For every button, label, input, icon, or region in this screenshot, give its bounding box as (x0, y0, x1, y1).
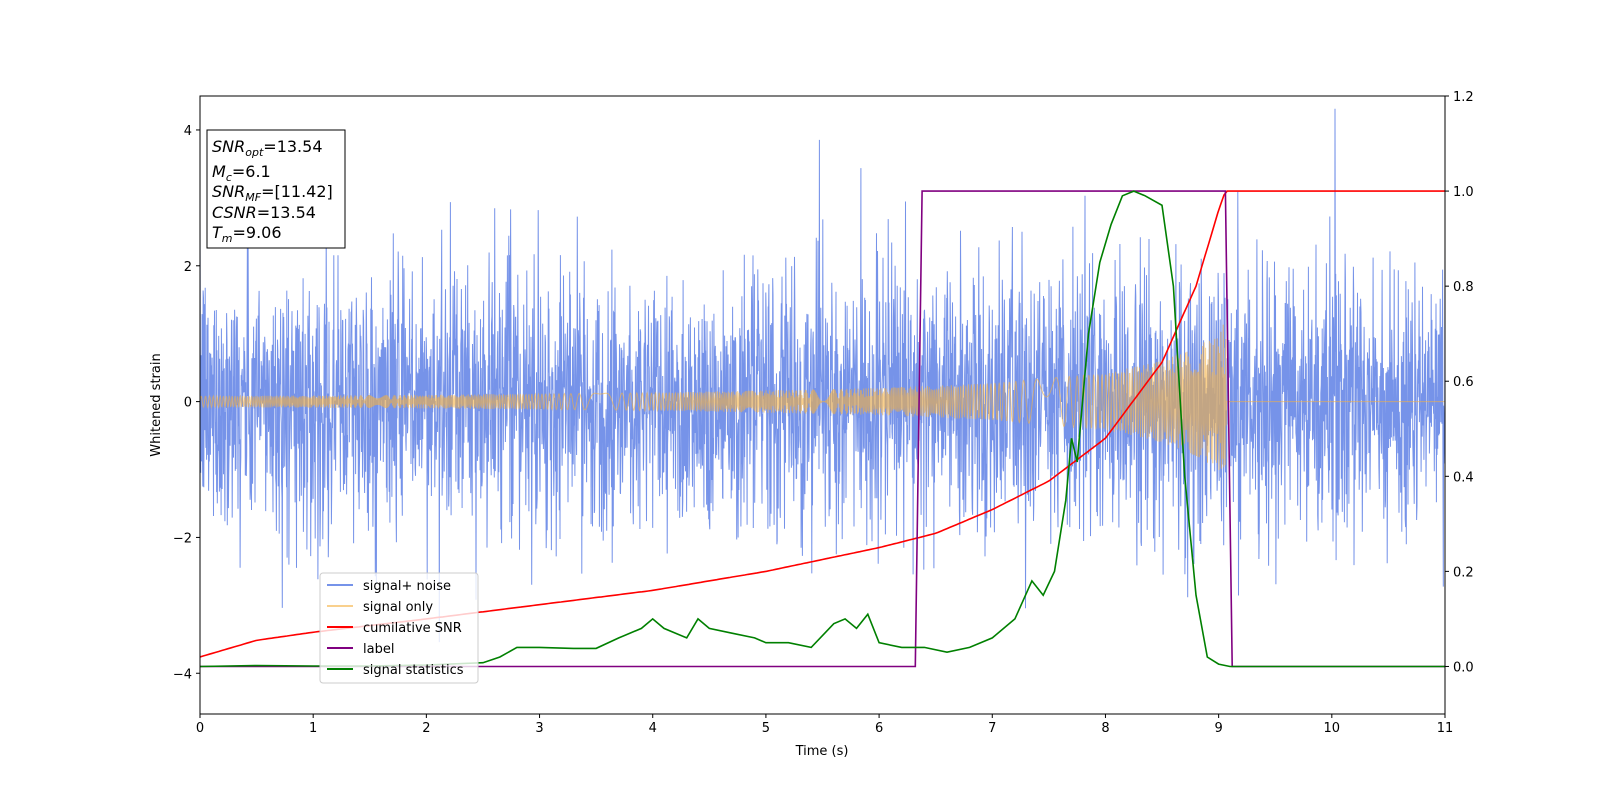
y-left-tick-label: 4 (184, 124, 192, 139)
signal-statistics-line (200, 190, 1445, 668)
info-annotation-box: SNRopt=13.54 Mc=6.1SNRMF=[11.42]CSNR=13.5… (206, 129, 346, 249)
x-tick-label: 0 (196, 721, 204, 736)
info-line: Mc=6.1 (212, 162, 271, 184)
y-left-tick-label: −2 (173, 531, 192, 546)
legend-label: label (363, 642, 394, 657)
info-line: SNRopt=13.54 (212, 137, 323, 159)
x-axis-ticks: 0 1 2 3 4 5 6 7 8 9 10 11 (196, 714, 1453, 736)
y-left-tick-label: 0 (184, 396, 192, 411)
y-right-tick-label: 1.2 (1453, 90, 1474, 105)
x-axis-label: Time (s) (795, 744, 849, 759)
y-right-tick-label: 0.4 (1453, 470, 1474, 485)
plot-frame (199, 95, 1446, 715)
info-line: SNRMF=[11.42] (212, 182, 333, 204)
legend-label: signal+ noise (363, 579, 451, 594)
x-tick-label: 6 (875, 721, 883, 736)
y-right-tick-label: 1.0 (1453, 185, 1474, 200)
y-right-tick-label: 0.8 (1453, 280, 1474, 295)
signal-only-line (200, 324, 1445, 470)
legend: signal+ noise signal only cumilative SNR la… (319, 572, 479, 684)
x-tick-label: 10 (1324, 721, 1341, 736)
y-right-tick-label: 0.0 (1453, 660, 1474, 675)
legend-label: signal only (363, 600, 433, 615)
x-tick-label: 4 (649, 721, 657, 736)
x-tick-label: 1 (309, 721, 317, 736)
x-tick-label: 2 (422, 721, 430, 736)
y-right-tick-label: 0.2 (1453, 565, 1474, 580)
x-tick-label: 7 (988, 721, 996, 736)
y-left-tick-label: −4 (173, 667, 192, 682)
signal-only-series (200, 324, 1445, 470)
info-line: CSNR=13.54 (212, 203, 316, 222)
y-axis-label: Whitened strain (149, 353, 164, 456)
y-axis-left-ticks: 4 2 0 −2 −4 (173, 124, 200, 682)
x-tick-label: 3 (535, 721, 543, 736)
y-right-tick-label: 0.6 (1453, 375, 1474, 390)
x-tick-label: 5 (762, 721, 770, 736)
y-axis-right-ticks: 1.2 1.0 0.8 0.6 0.4 0.2 0.0 (1445, 90, 1474, 675)
y-left-tick-label: 2 (184, 260, 192, 275)
x-tick-label: 8 (1101, 721, 1109, 736)
x-tick-label: 11 (1437, 721, 1454, 736)
legend-label: cumilative SNR (363, 621, 462, 636)
legend-label: signal statistics (363, 663, 464, 678)
info-line: Tm=9.06 (212, 223, 282, 245)
x-tick-label: 9 (1214, 721, 1222, 736)
signal-noise-series (200, 108, 1445, 643)
signal-noise-line (200, 108, 1445, 643)
